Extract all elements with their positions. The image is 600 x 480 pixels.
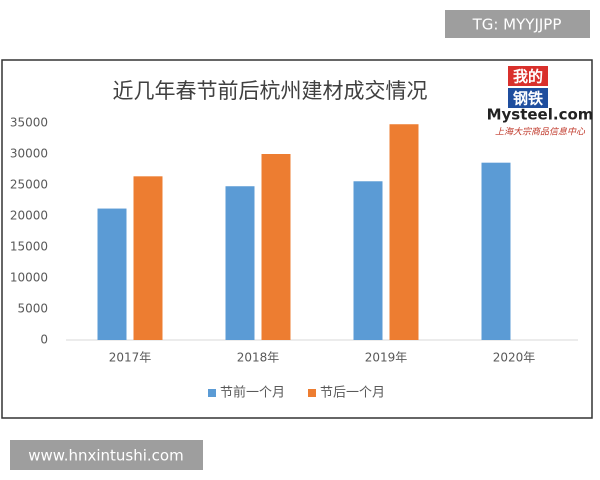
legend-swatch xyxy=(208,389,216,397)
x-tick-label: 2017年 xyxy=(109,351,152,365)
logo-box xyxy=(508,88,548,108)
bar xyxy=(133,176,163,340)
bar xyxy=(225,186,255,340)
bar xyxy=(389,124,419,341)
legend-swatch xyxy=(308,389,316,397)
y-tick-label: 15000 xyxy=(10,240,48,254)
x-tick-label: 2019年 xyxy=(365,351,408,365)
bar xyxy=(97,208,127,340)
y-tick-label: 20000 xyxy=(10,209,48,223)
watermark-box xyxy=(10,440,203,470)
watermark: TG: MYYJJPP xyxy=(472,16,562,34)
logo-text: 钢铁 xyxy=(513,90,543,108)
y-tick-label: 30000 xyxy=(10,147,48,161)
logo-box xyxy=(508,66,548,86)
legend-label: 节后一个月 xyxy=(320,386,385,401)
y-tick-label: 5000 xyxy=(17,302,48,316)
y-tick-label: 35000 xyxy=(10,116,48,130)
x-tick-label: 2018年 xyxy=(237,351,280,365)
chart-title: 近几年春节前后杭州建材成交情况 xyxy=(113,79,428,103)
bar xyxy=(353,181,383,340)
logo-tagline: 上海大宗商品信息中心 xyxy=(495,127,586,138)
y-tick-label: 25000 xyxy=(10,178,48,192)
watermark: www.hnxintushi.com xyxy=(28,447,183,465)
logo-site: Mysteel.com xyxy=(487,106,594,124)
y-tick-label: 10000 xyxy=(10,271,48,285)
watermark-box xyxy=(445,10,590,38)
y-tick-label: 0 xyxy=(40,333,48,347)
logo-text: 我的 xyxy=(513,68,543,86)
legend-label: 节前一个月 xyxy=(220,385,285,401)
bar xyxy=(481,162,511,340)
x-tick-label: 2020年 xyxy=(493,351,536,365)
bar xyxy=(261,154,291,340)
